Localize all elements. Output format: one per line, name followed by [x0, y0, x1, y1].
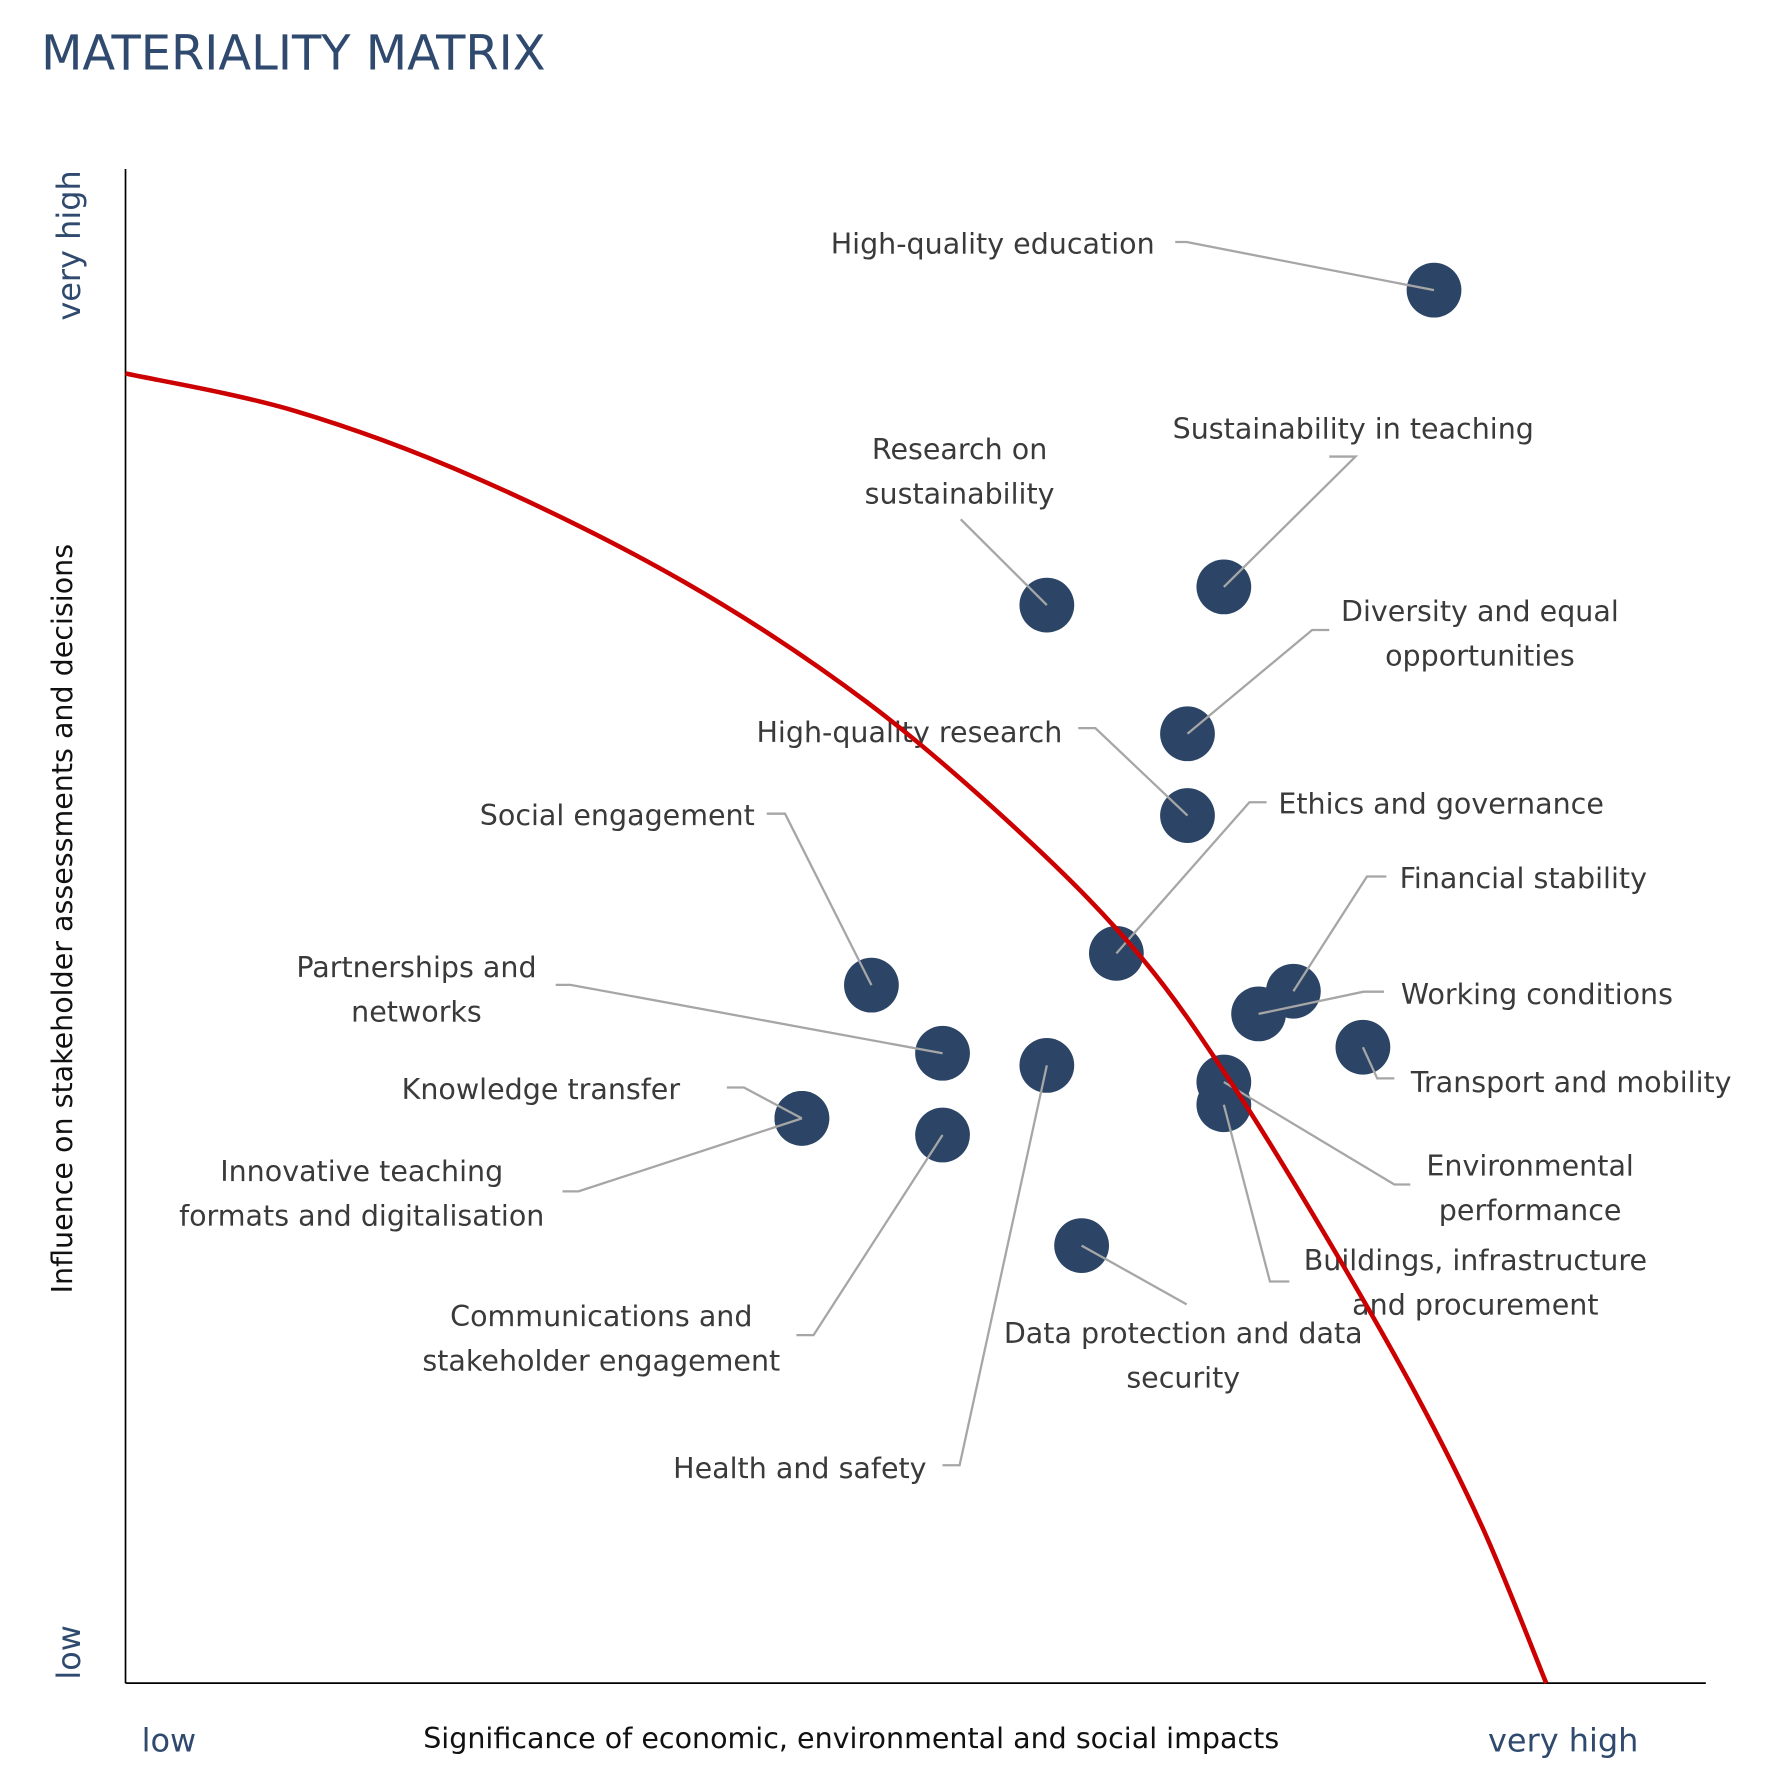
leader-line [942, 1065, 1048, 1467]
chart-title: MATERIALITY MATRIX [41, 27, 546, 82]
data-label-line: Transport and mobility [1410, 1066, 1732, 1099]
y-tick-high: very high [50, 170, 88, 320]
data-label: Partnerships and networks [296, 951, 536, 1029]
data-label-line: performance [1439, 1194, 1622, 1227]
leader-line [1292, 875, 1387, 992]
data-label-line: stakeholder engagement [422, 1345, 780, 1378]
leader-line [555, 983, 943, 1055]
data-label-line: formats and digitalisation [179, 1200, 544, 1233]
data-label-line: Ethics and governance [1278, 788, 1604, 821]
leader-line [796, 1134, 944, 1337]
leader-line [766, 812, 873, 986]
leader-line [1361, 1046, 1395, 1080]
leader-line [1223, 455, 1359, 588]
data-label-line: Financial stability [1400, 862, 1647, 895]
leader-line [562, 1117, 803, 1193]
data-label-line: Social engagement [480, 799, 755, 832]
data-label: Communications and stakeholder engagement [422, 1300, 780, 1378]
data-label-line: sustainability [865, 477, 1055, 510]
data-label: Innovative teaching formats and digitalis… [179, 1155, 544, 1233]
data-label-line: Working conditions [1401, 978, 1673, 1011]
data-label: Knowledge transfer [402, 1073, 681, 1106]
data-label-line: Research on [872, 433, 1047, 466]
x-tick-low: low [142, 1722, 197, 1760]
data-label-line: Buildings, infrastructure [1304, 1244, 1647, 1277]
leader-line [1078, 726, 1189, 817]
leader-line [1223, 1081, 1411, 1186]
data-label: Working conditions [1401, 978, 1673, 1011]
data-label-line: Innovative teaching [220, 1155, 503, 1188]
leader-line [1081, 1244, 1188, 1306]
x-axis-title: Significance of economic, environmental … [423, 1722, 1279, 1755]
data-label-line: Sustainability in teaching [1173, 412, 1534, 445]
data-label-line: Health and safety [673, 1452, 927, 1485]
data-label-line: and procurement [1352, 1289, 1598, 1322]
data-label-line: networks [351, 995, 482, 1028]
data-label-line: High-quality research [756, 716, 1062, 749]
data-label-line: Knowledge transfer [402, 1073, 681, 1106]
y-axis-title: Influence on stakeholder assessments and… [46, 544, 79, 1293]
data-label: Research on sustainability [865, 433, 1055, 511]
data-label: Sustainability in teaching [1173, 412, 1534, 445]
data-label: Buildings, infrastructure and procurement [1304, 1244, 1647, 1322]
data-label: Social engagement [480, 799, 755, 832]
materiality-threshold-curve [125, 371, 1549, 1685]
leader-line [1258, 990, 1385, 1016]
data-label-line: Data protection and data [1004, 1317, 1363, 1350]
data-label: High-quality education [831, 227, 1155, 260]
leader-line [959, 518, 1048, 606]
data-point [1019, 1038, 1075, 1093]
data-label-line: Communications and [450, 1300, 752, 1333]
x-tick-high: very high [1488, 1722, 1638, 1760]
leader-line [1175, 240, 1435, 292]
data-label-line: High-quality education [831, 227, 1155, 260]
leader-line [726, 1086, 803, 1120]
data-label: Ethics and governance [1278, 788, 1604, 821]
data-label: High-quality research [756, 716, 1062, 749]
data-point [1406, 262, 1462, 318]
data-label: Data protection and data security [1004, 1317, 1363, 1395]
data-label-line: Environmental [1426, 1149, 1633, 1182]
data-label: Financial stability [1400, 862, 1647, 895]
data-label: Diversity and equal opportunities [1341, 595, 1619, 672]
data-label: Transport and mobility [1410, 1066, 1732, 1099]
data-label-line: security [1126, 1362, 1240, 1395]
y-tick-low: low [50, 1625, 88, 1680]
data-label-line: opportunities [1385, 639, 1575, 672]
leader-line [1186, 628, 1330, 735]
data-label: Health and safety [673, 1452, 927, 1485]
data-point [1335, 1019, 1391, 1075]
data-label: Environmental performance [1426, 1149, 1633, 1227]
leader-line [1115, 801, 1267, 955]
data-label-line: Partnerships and [296, 951, 536, 984]
data-label-line: Diversity and equal [1341, 595, 1619, 628]
leader-line [1222, 1104, 1290, 1283]
